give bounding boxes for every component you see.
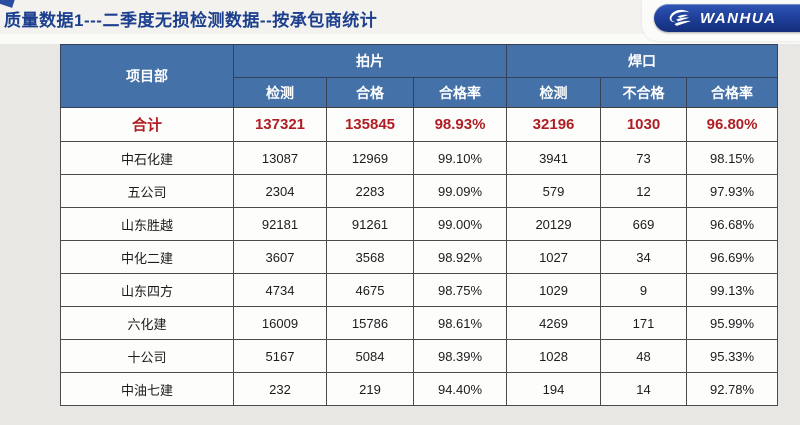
table-row: 中化二建 3607 3568 98.92% 1027 34 96.69% [60, 240, 779, 274]
column-header-qualified: 合格 [326, 77, 414, 108]
value-cell: 92181 [233, 207, 327, 241]
total-value-cell: 135845 [326, 107, 414, 142]
value-cell: 171 [600, 306, 688, 340]
total-row: 合计 137321 135845 98.93% 32196 1030 96.80… [60, 107, 779, 142]
value-cell: 20129 [506, 207, 602, 241]
contractor-name: 山东四方 [60, 273, 234, 307]
value-cell: 99.13% [686, 273, 779, 307]
value-cell: 73 [600, 141, 688, 175]
value-cell: 12969 [326, 141, 414, 175]
total-value-cell: 1030 [600, 107, 688, 142]
value-cell: 97.93% [686, 174, 779, 208]
table-row: 五公司 2304 2283 99.09% 579 12 97.93% [60, 174, 779, 208]
contractor-name: 山东胜越 [60, 207, 234, 241]
value-cell: 2304 [233, 174, 327, 208]
table-row: 十公司 5167 5084 98.39% 1028 48 95.33% [60, 339, 779, 373]
value-cell: 5167 [233, 339, 327, 373]
value-cell: 98.39% [412, 339, 508, 373]
value-cell: 3568 [326, 240, 414, 274]
value-cell: 99.00% [412, 207, 508, 241]
value-cell: 4269 [506, 306, 602, 340]
column-header-unqualified: 不合格 [600, 77, 688, 108]
value-cell: 1028 [506, 339, 602, 373]
value-cell: 99.09% [412, 174, 508, 208]
total-value-cell: 96.80% [686, 107, 779, 142]
column-header-pass-rate: 合格率 [412, 77, 508, 108]
column-header-inspected: 检测 [506, 77, 602, 108]
logo-card: WANHUA [642, 0, 800, 41]
value-cell: 95.33% [686, 339, 779, 373]
total-value-cell: 32196 [506, 107, 602, 142]
value-cell: 2283 [326, 174, 414, 208]
contractor-name: 六化建 [60, 306, 234, 340]
value-cell: 4734 [233, 273, 327, 307]
value-cell: 12 [600, 174, 688, 208]
table-row: 山东四方 4734 4675 98.75% 1029 9 99.13% [60, 273, 779, 307]
contractor-name: 中油七建 [60, 372, 234, 406]
contractor-name: 十公司 [60, 339, 234, 373]
value-cell: 232 [233, 372, 327, 406]
value-cell: 219 [326, 372, 414, 406]
value-cell: 98.61% [412, 306, 508, 340]
value-cell: 98.15% [686, 141, 779, 175]
column-header-inspected: 检测 [233, 77, 327, 108]
group-header-weld-joint: 焊口 [506, 44, 779, 78]
total-label: 合计 [60, 107, 234, 142]
value-cell: 1029 [506, 273, 602, 307]
value-cell: 92.78% [686, 372, 779, 406]
value-cell: 96.69% [686, 240, 779, 274]
value-cell: 13087 [233, 141, 327, 175]
value-cell: 194 [506, 372, 602, 406]
contractor-name: 中化二建 [60, 240, 234, 274]
value-cell: 91261 [326, 207, 414, 241]
logo-text: WANHUA [700, 9, 777, 27]
value-cell: 579 [506, 174, 602, 208]
value-cell: 1027 [506, 240, 602, 274]
value-cell: 3941 [506, 141, 602, 175]
value-cell: 4675 [326, 273, 414, 307]
table-row: 山东胜越 92181 91261 99.00% 20129 669 96.68% [60, 207, 779, 241]
value-cell: 669 [600, 207, 688, 241]
value-cell: 98.92% [412, 240, 508, 274]
value-cell: 34 [600, 240, 688, 274]
total-value-cell: 98.93% [412, 107, 508, 142]
value-cell: 99.10% [412, 141, 508, 175]
value-cell: 48 [600, 339, 688, 373]
company-logo: WANHUA [654, 4, 800, 32]
value-cell: 5084 [326, 339, 414, 373]
value-cell: 16009 [233, 306, 327, 340]
value-cell: 14 [600, 372, 688, 406]
title-bar-underlay [0, 34, 800, 44]
wanhua-swoosh-icon [666, 9, 694, 28]
value-cell: 9 [600, 273, 688, 307]
table-row: 中石化建 13087 12969 99.10% 3941 73 98.15% [60, 141, 779, 175]
total-value-cell: 137321 [233, 107, 327, 142]
group-header-radiograph: 拍片 [232, 44, 508, 78]
contractor-name: 五公司 [60, 174, 234, 208]
value-cell: 96.68% [686, 207, 779, 241]
value-cell: 95.99% [686, 306, 779, 340]
page-title: 质量数据1---二季度无损检测数据--按承包商统计 [4, 11, 378, 30]
column-header-pass-rate: 合格率 [686, 77, 779, 108]
quality-data-table: 项目部 拍片 焊口 检测 合格 合格率 检测 不合格 合格率 合计 137321… [60, 44, 779, 406]
contractor-name: 中石化建 [60, 141, 234, 175]
table-row: 六化建 16009 15786 98.61% 4269 171 95.99% [60, 306, 779, 340]
value-cell: 3607 [233, 240, 327, 274]
column-header-project-dept: 项目部 [60, 44, 234, 108]
value-cell: 15786 [326, 306, 414, 340]
table-row: 中油七建 232 219 94.40% 194 14 92.78% [60, 372, 779, 406]
value-cell: 98.75% [412, 273, 508, 307]
value-cell: 94.40% [412, 372, 508, 406]
